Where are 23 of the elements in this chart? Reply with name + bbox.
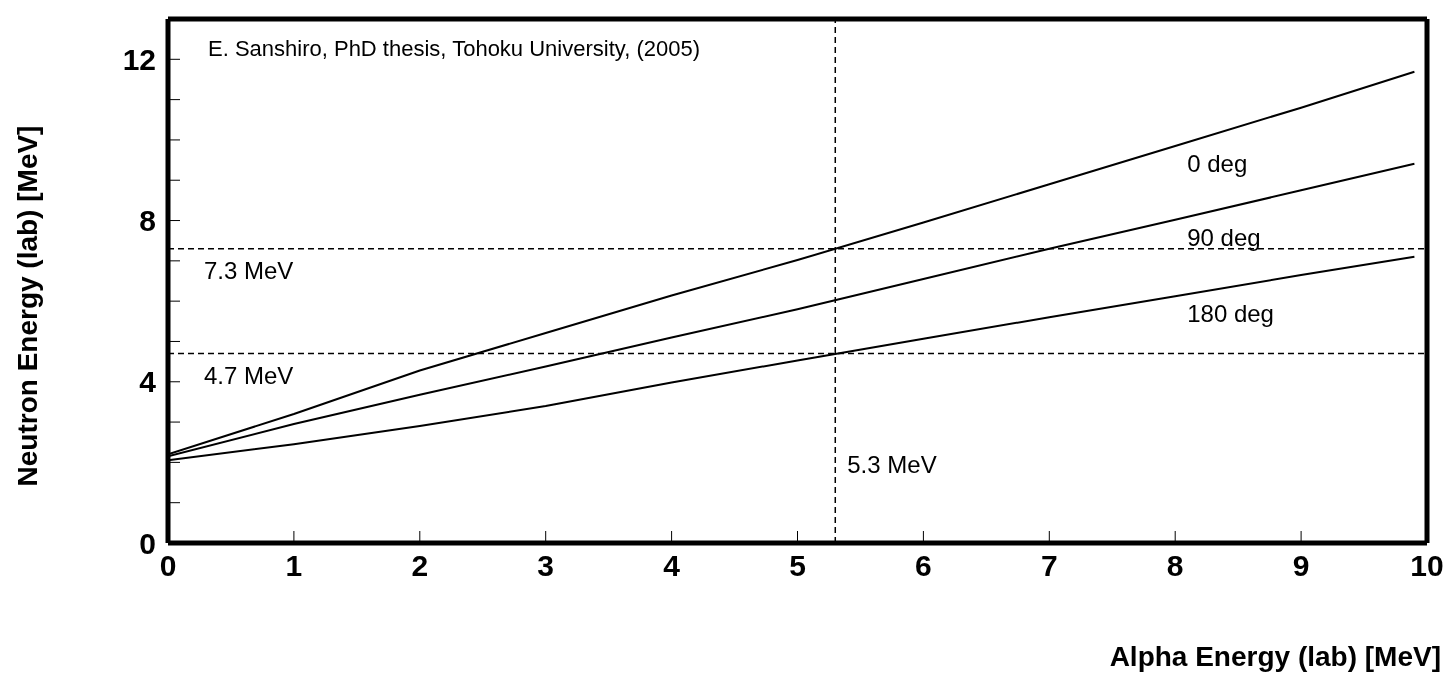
y-axis-title: Neutron Energy (lab) [MeV] [12,125,44,486]
ref-line-label: 7.3 MeV [204,256,294,284]
series-label: 180 deg [1187,300,1274,328]
x-tick-label: 7 [1040,549,1058,583]
y-tick-label: 4 [139,365,157,399]
y-tick-label: 8 [139,204,156,238]
annotation: E. Sanshiro, PhD thesis, Tohoku University, (2005) [208,36,700,62]
x-tick-label: 3 [537,549,555,583]
series-label: 0 deg [1187,149,1248,177]
x-axis-title: Alpha Energy (lab) [MeV] [1109,641,1441,673]
x-tick-label: 2 [411,549,429,583]
x-tick-label: 1 [285,549,303,583]
x-tick-label: 9 [1292,549,1310,583]
x-tick-label: 10 [1410,549,1444,583]
y-tick-label: 0 [139,526,156,560]
x-tick-label: 4 [663,549,681,583]
ref-line-label: 5.3 MeV [847,451,937,478]
ref-line-label: 4.7 MeV [204,361,294,389]
x-tick-label: 6 [915,549,932,583]
x-tick-label: 8 [1166,549,1184,583]
x-tick-label: 5 [789,549,806,583]
y-tick-label: 12 [122,42,156,76]
series-label: 90 deg [1187,223,1261,251]
